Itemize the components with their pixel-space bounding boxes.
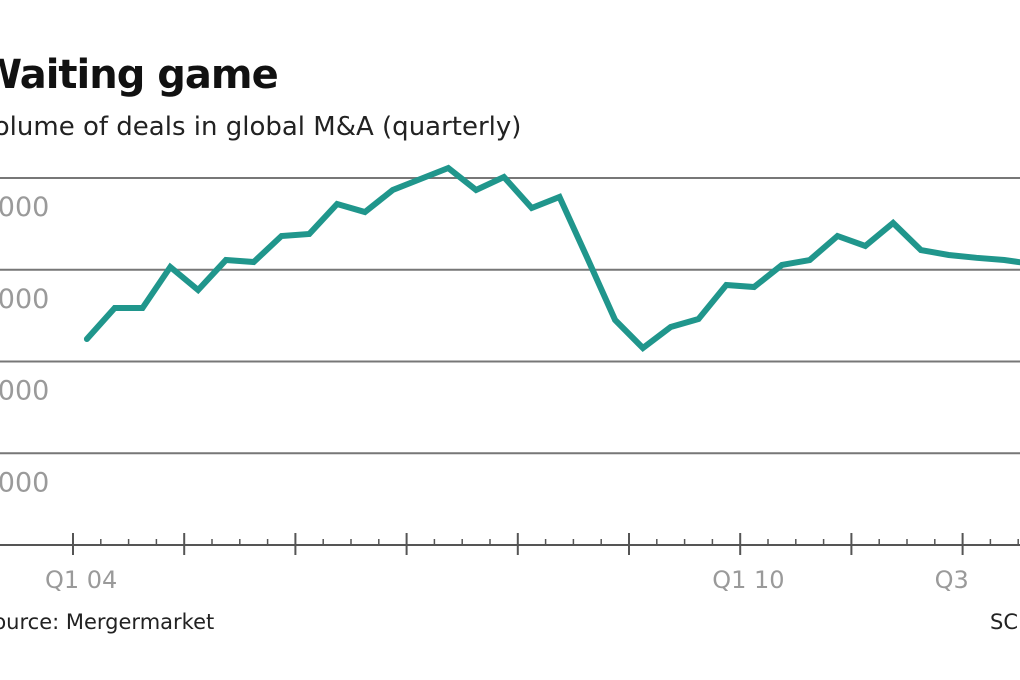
x-tick-label: Q1 04 [45,566,117,594]
chart-title: Waiting game [0,52,279,98]
chart-subtitle: Volume of deals in global M&A (quarterly… [0,112,522,142]
y-tick-label: 3,000 [0,284,49,315]
x-tick-label: Q3 [935,566,969,594]
series-line [83,164,1020,352]
credit-note: SCMP [990,610,1020,634]
y-tick-label: 4,000 [0,192,49,223]
x-tick-label: Q1 10 [712,566,784,594]
y-tick-label: 2,000 [0,376,49,407]
y-tick-label: 1,000 [0,467,49,498]
source-note: Source: Mergermarket [0,610,215,634]
